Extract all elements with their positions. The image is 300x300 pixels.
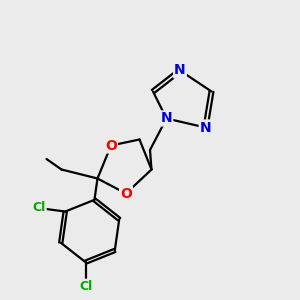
- Text: O: O: [105, 139, 117, 152]
- Text: Cl: Cl: [79, 280, 92, 293]
- Text: Cl: Cl: [32, 201, 46, 214]
- Text: O: O: [120, 187, 132, 200]
- Text: N: N: [161, 112, 172, 125]
- Text: N: N: [200, 121, 211, 134]
- Text: N: N: [174, 64, 186, 77]
